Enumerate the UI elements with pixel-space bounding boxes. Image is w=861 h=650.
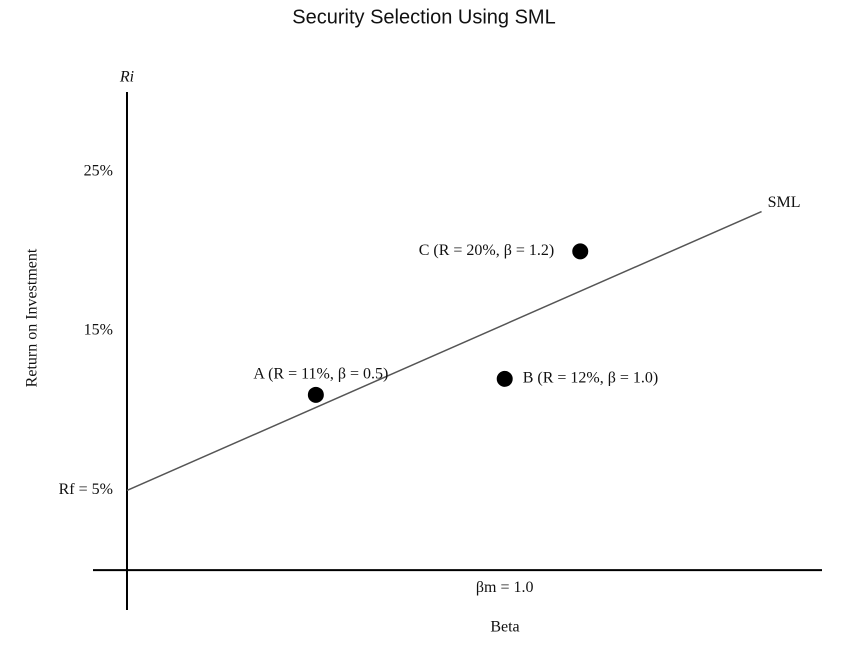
point-label: A (R = 11%, β = 0.5)	[253, 366, 388, 383]
y-tick-label: 25%	[84, 162, 113, 179]
point-label: B (R = 12%, β = 1.0)	[523, 370, 659, 387]
point	[496, 370, 513, 387]
x-tick-label: βm = 1.0	[476, 579, 534, 596]
x-axis-label: Beta	[490, 619, 519, 636]
y-axis-top-label: Ri	[119, 69, 134, 86]
point-label: C (R = 20%, β = 1.2)	[419, 242, 555, 259]
point	[307, 386, 324, 403]
y-axis-label: Return on Investment	[24, 248, 41, 387]
y-tick-label: 15%	[84, 322, 113, 339]
chart-title: Security Selection Using SML	[292, 6, 555, 28]
line-label: SML	[768, 194, 801, 211]
sml-line	[126, 210, 762, 492]
point	[572, 243, 589, 260]
y-tick-label: Rf = 5%	[59, 481, 113, 498]
